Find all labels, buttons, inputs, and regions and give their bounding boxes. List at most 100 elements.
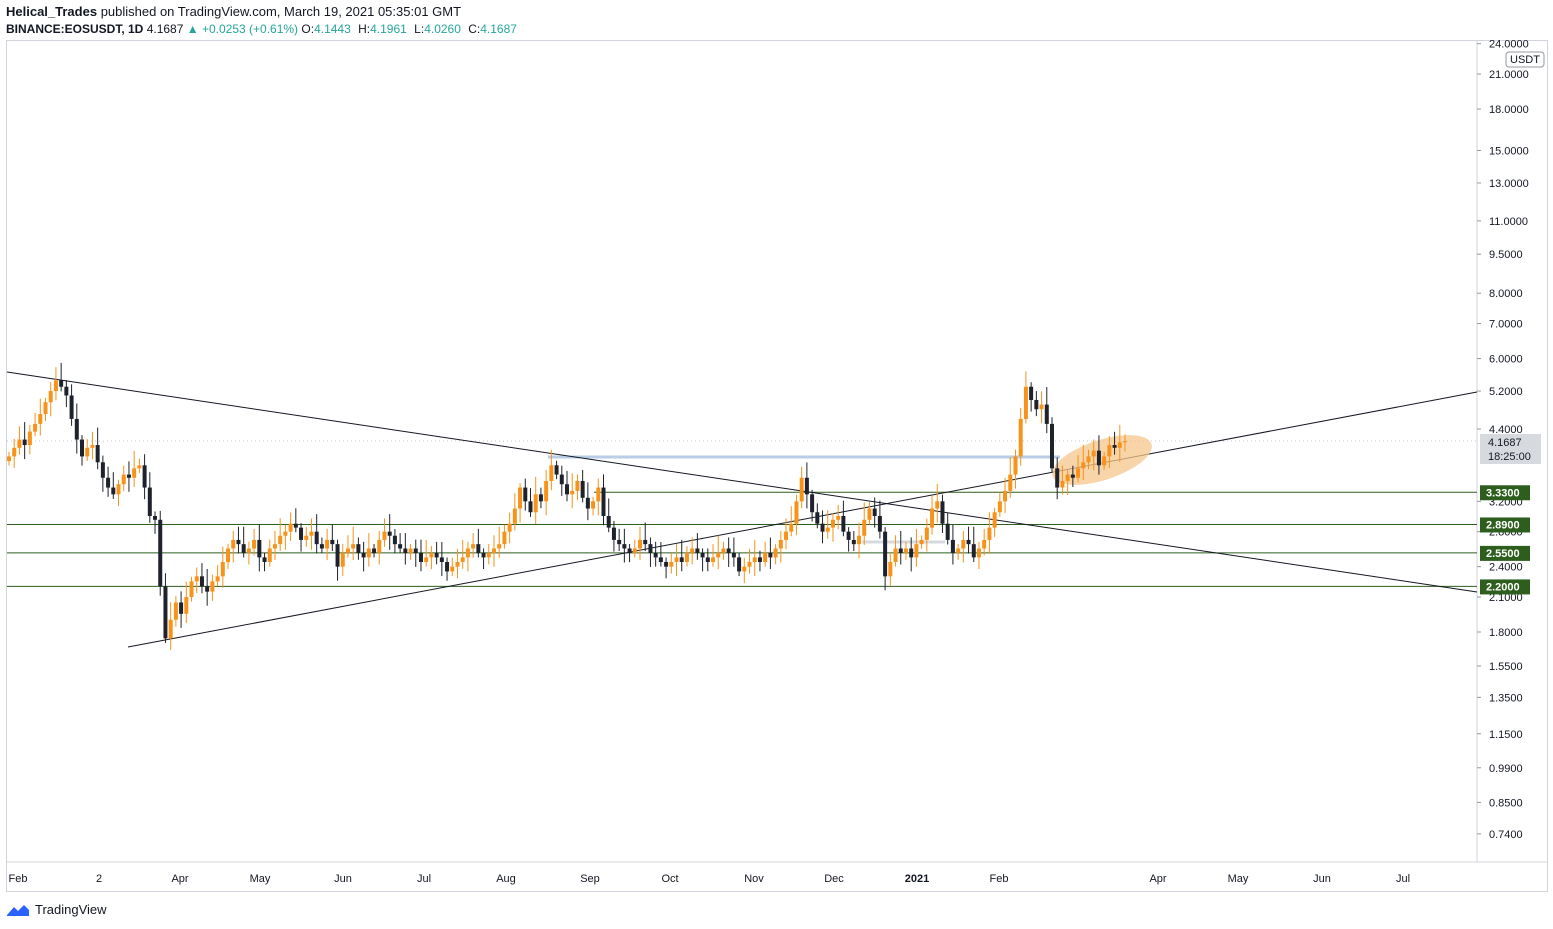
candles xyxy=(7,362,1127,651)
y-tick-label: 7.0000 xyxy=(1489,319,1523,331)
candle xyxy=(335,539,340,581)
candle xyxy=(664,557,669,579)
candle xyxy=(189,576,194,602)
candle xyxy=(398,533,403,554)
candle xyxy=(153,511,158,534)
candle xyxy=(1107,436,1112,469)
candle xyxy=(220,546,225,588)
candle xyxy=(518,483,523,523)
candle xyxy=(617,528,622,552)
candle xyxy=(763,541,768,567)
candle xyxy=(330,524,335,552)
candle xyxy=(987,512,992,554)
candle xyxy=(570,473,575,509)
candle xyxy=(314,514,319,554)
candle xyxy=(773,543,778,565)
candle xyxy=(757,550,762,572)
candle xyxy=(528,488,533,517)
candle xyxy=(997,492,1002,517)
candle xyxy=(950,524,955,565)
candle xyxy=(820,510,825,544)
candle xyxy=(752,539,757,577)
candle xyxy=(903,541,908,560)
candle xyxy=(507,512,512,544)
candle xyxy=(643,522,648,552)
candle xyxy=(486,543,491,565)
x-tick-label: Jun xyxy=(334,873,352,885)
candle xyxy=(596,478,601,516)
candle xyxy=(1034,391,1039,417)
candle xyxy=(387,514,392,550)
candle xyxy=(147,472,152,523)
candle xyxy=(74,403,79,454)
descending-trendline[interactable] xyxy=(6,371,1478,593)
candle xyxy=(992,507,997,537)
high-value: 4.1961 xyxy=(370,22,407,36)
candle xyxy=(460,539,465,569)
tradingview-logo-icon[interactable] xyxy=(6,903,30,917)
candle xyxy=(1081,444,1086,481)
candle xyxy=(38,398,43,436)
candle xyxy=(299,523,304,552)
candle xyxy=(982,528,987,556)
candle xyxy=(695,533,700,560)
level-label-box xyxy=(1480,545,1530,561)
candle xyxy=(361,541,366,572)
candle xyxy=(888,553,893,586)
candle xyxy=(690,537,695,565)
candle xyxy=(721,541,726,560)
candle xyxy=(106,466,111,497)
currency-badge[interactable]: USDT xyxy=(1505,51,1545,68)
candle xyxy=(465,541,470,572)
candle xyxy=(356,537,361,560)
candle xyxy=(914,528,919,567)
candle xyxy=(1018,407,1023,466)
high-label: H: xyxy=(358,22,371,36)
published-text: published on TradingView.com, March 19, … xyxy=(100,4,462,19)
candle xyxy=(33,412,38,437)
x-tick-label: Feb xyxy=(9,873,28,885)
candle xyxy=(53,367,58,401)
candle xyxy=(877,500,882,539)
author-name[interactable]: Helical_Trades xyxy=(6,4,98,19)
candle xyxy=(731,537,736,567)
candle xyxy=(194,567,199,593)
candle xyxy=(679,539,684,572)
level-label: 2.8900 xyxy=(1486,519,1520,531)
candle xyxy=(538,487,543,509)
candle xyxy=(565,471,569,502)
candle xyxy=(158,510,163,596)
candle xyxy=(544,469,549,516)
candle xyxy=(836,504,841,530)
candle xyxy=(669,553,674,574)
x-tick-label: Jul xyxy=(417,873,431,885)
candle xyxy=(638,526,643,561)
candle xyxy=(126,461,131,492)
y-tick-label: 0.7400 xyxy=(1489,829,1523,841)
candle xyxy=(1039,391,1044,424)
candle xyxy=(481,548,486,570)
candle xyxy=(976,541,981,570)
x-tick-label: Apr xyxy=(171,873,188,885)
y-tick-label: 24.0000 xyxy=(1489,39,1529,51)
candle xyxy=(559,465,564,496)
low-label: L: xyxy=(414,22,425,36)
y-tick-label: 18.0000 xyxy=(1489,104,1529,116)
candle xyxy=(1049,417,1054,473)
x-tick-label: May xyxy=(250,873,271,885)
y-tick-label: 15.0000 xyxy=(1489,145,1529,157)
candle xyxy=(1013,449,1018,489)
candle xyxy=(64,380,69,408)
candle xyxy=(622,528,627,563)
brand-name[interactable]: TradingView xyxy=(35,902,107,917)
ascending-trendline[interactable] xyxy=(127,391,1478,648)
countdown-label: 18:25:00 xyxy=(1488,451,1531,463)
candle xyxy=(956,543,961,560)
footer: TradingView xyxy=(6,902,107,917)
resistance-band xyxy=(548,455,1060,544)
candle xyxy=(1055,457,1060,500)
candle xyxy=(883,527,888,591)
candle xyxy=(43,397,48,421)
chart-pane[interactable] xyxy=(6,40,1548,892)
